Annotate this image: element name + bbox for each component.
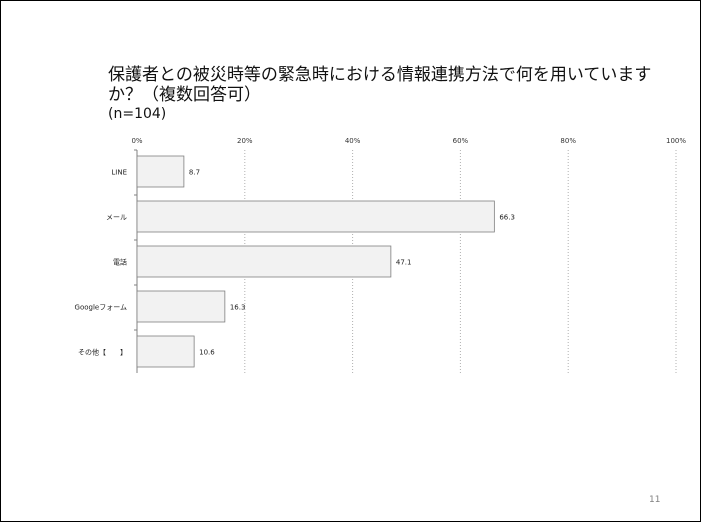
bar <box>136 290 226 323</box>
chart-subtitle: (n=104) <box>108 106 167 122</box>
category-label: メール <box>106 214 127 222</box>
category-label: LINE <box>111 169 127 177</box>
chart-title: 保護者との被災時等の緊急時における情報連携方法で何を用いていますか？（複数回答可… <box>108 65 652 105</box>
x-tick-label: 0% <box>131 137 142 145</box>
bar <box>136 200 495 233</box>
page-number: 11 <box>649 495 661 505</box>
x-tick-label: 80% <box>560 137 576 145</box>
x-tick-label: 20% <box>237 137 253 145</box>
x-tick-label: 100% <box>666 137 686 145</box>
value-label: 47.1 <box>396 259 412 267</box>
bar <box>136 155 185 188</box>
category-label: その他【 】 <box>78 348 127 357</box>
x-tick-label: 60% <box>453 137 469 145</box>
category-label: 電話 <box>113 258 127 267</box>
bar <box>136 245 392 278</box>
value-label: 10.6 <box>199 349 215 357</box>
value-label: 8.7 <box>189 169 200 177</box>
category-label: Googleフォーム <box>75 304 127 312</box>
value-label: 66.3 <box>499 214 515 222</box>
bar <box>136 335 195 368</box>
x-tick-label: 40% <box>345 137 361 145</box>
value-label: 16.3 <box>230 304 246 312</box>
